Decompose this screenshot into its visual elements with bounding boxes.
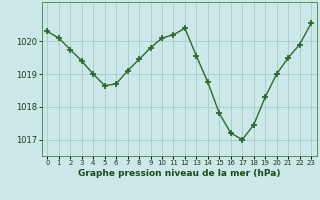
X-axis label: Graphe pression niveau de la mer (hPa): Graphe pression niveau de la mer (hPa) — [78, 169, 280, 178]
